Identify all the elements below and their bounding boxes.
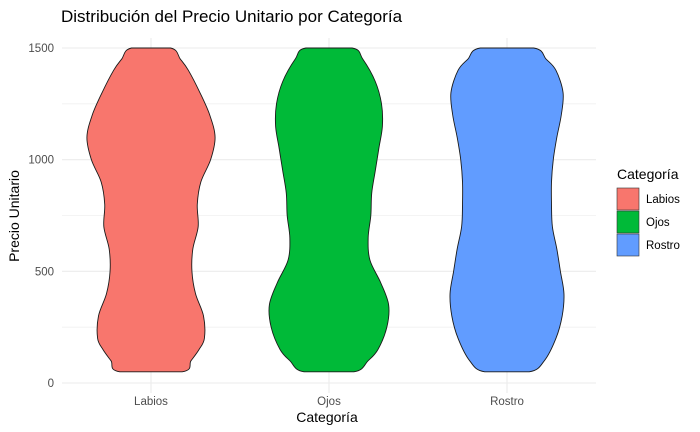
- x-axis-title: Categoría: [296, 409, 358, 425]
- violin-rostro: [449, 47, 565, 373]
- y-axis-title: Precio Unitario: [6, 170, 22, 262]
- legend-key-labios: [616, 187, 640, 211]
- y-tick-label: 0: [48, 378, 54, 390]
- y-tick-label: 1000: [28, 155, 54, 167]
- legend-key-rostro: [616, 233, 640, 257]
- chart-title: Distribución del Precio Unitario por Cat…: [61, 7, 403, 26]
- legend-label: Ojos: [646, 217, 670, 229]
- y-tick-label: 500: [35, 266, 54, 278]
- y-axis-ticks: 0 500 1000 1500: [28, 43, 54, 390]
- legend-label: Labios: [646, 194, 680, 206]
- x-tick-label: Ojos: [317, 396, 341, 408]
- x-tick-label: Labios: [134, 396, 168, 408]
- x-tick-label: Rostro: [490, 396, 524, 408]
- violins: [86, 47, 565, 373]
- legend-label: Rostro: [646, 240, 680, 252]
- violin-labios: [86, 47, 216, 373]
- legend: Categoría Labios Ojos Rostro: [616, 166, 680, 257]
- y-tick-label: 1500: [28, 43, 54, 55]
- legend-key-ojos: [616, 210, 640, 234]
- violin-ojos: [268, 47, 390, 373]
- legend-title: Categoría: [617, 166, 679, 182]
- x-axis-ticks: Labios Ojos Rostro: [134, 396, 524, 408]
